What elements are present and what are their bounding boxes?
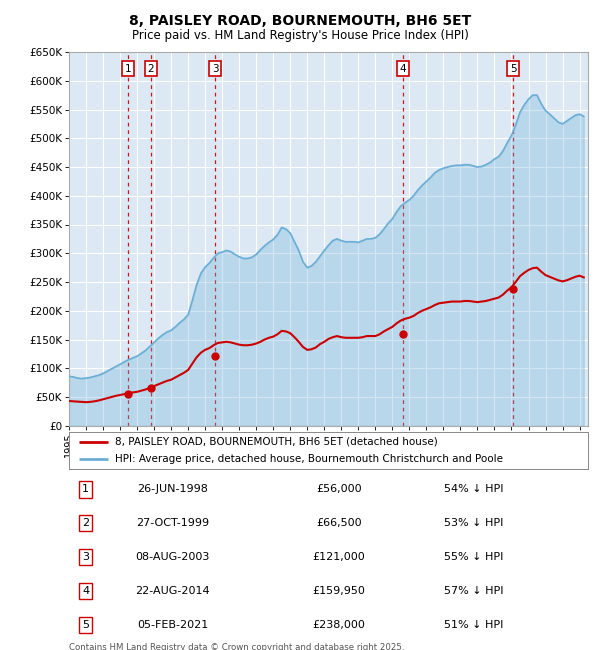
Text: 8, PAISLEY ROAD, BOURNEMOUTH, BH6 5ET (detached house): 8, PAISLEY ROAD, BOURNEMOUTH, BH6 5ET (d… [115, 437, 437, 447]
Text: 2: 2 [148, 64, 154, 74]
Text: 05-FEB-2021: 05-FEB-2021 [137, 619, 208, 630]
Text: £159,950: £159,950 [313, 586, 365, 596]
Text: 54% ↓ HPI: 54% ↓ HPI [444, 484, 503, 495]
Text: 2: 2 [82, 518, 89, 528]
Text: £121,000: £121,000 [313, 552, 365, 562]
Text: 22-AUG-2014: 22-AUG-2014 [136, 586, 210, 596]
Text: 55% ↓ HPI: 55% ↓ HPI [444, 552, 503, 562]
Text: 5: 5 [82, 619, 89, 630]
Text: 5: 5 [510, 64, 517, 74]
Text: 3: 3 [82, 552, 89, 562]
Text: 53% ↓ HPI: 53% ↓ HPI [444, 518, 503, 528]
Text: 27-OCT-1999: 27-OCT-1999 [136, 518, 209, 528]
Text: 26-JUN-1998: 26-JUN-1998 [137, 484, 208, 495]
Text: HPI: Average price, detached house, Bournemouth Christchurch and Poole: HPI: Average price, detached house, Bour… [115, 454, 503, 464]
Text: £56,000: £56,000 [316, 484, 362, 495]
Text: £66,500: £66,500 [316, 518, 362, 528]
Text: 08-AUG-2003: 08-AUG-2003 [136, 552, 210, 562]
Text: 57% ↓ HPI: 57% ↓ HPI [444, 586, 503, 596]
Text: Price paid vs. HM Land Registry's House Price Index (HPI): Price paid vs. HM Land Registry's House … [131, 29, 469, 42]
Text: 4: 4 [82, 586, 89, 596]
Text: £238,000: £238,000 [313, 619, 365, 630]
Text: 51% ↓ HPI: 51% ↓ HPI [444, 619, 503, 630]
Text: Contains HM Land Registry data © Crown copyright and database right 2025.
This d: Contains HM Land Registry data © Crown c… [69, 643, 404, 650]
Text: 1: 1 [82, 484, 89, 495]
Text: 8, PAISLEY ROAD, BOURNEMOUTH, BH6 5ET: 8, PAISLEY ROAD, BOURNEMOUTH, BH6 5ET [129, 14, 471, 29]
Text: 4: 4 [400, 64, 407, 74]
Text: 3: 3 [212, 64, 218, 74]
Text: 1: 1 [125, 64, 131, 74]
